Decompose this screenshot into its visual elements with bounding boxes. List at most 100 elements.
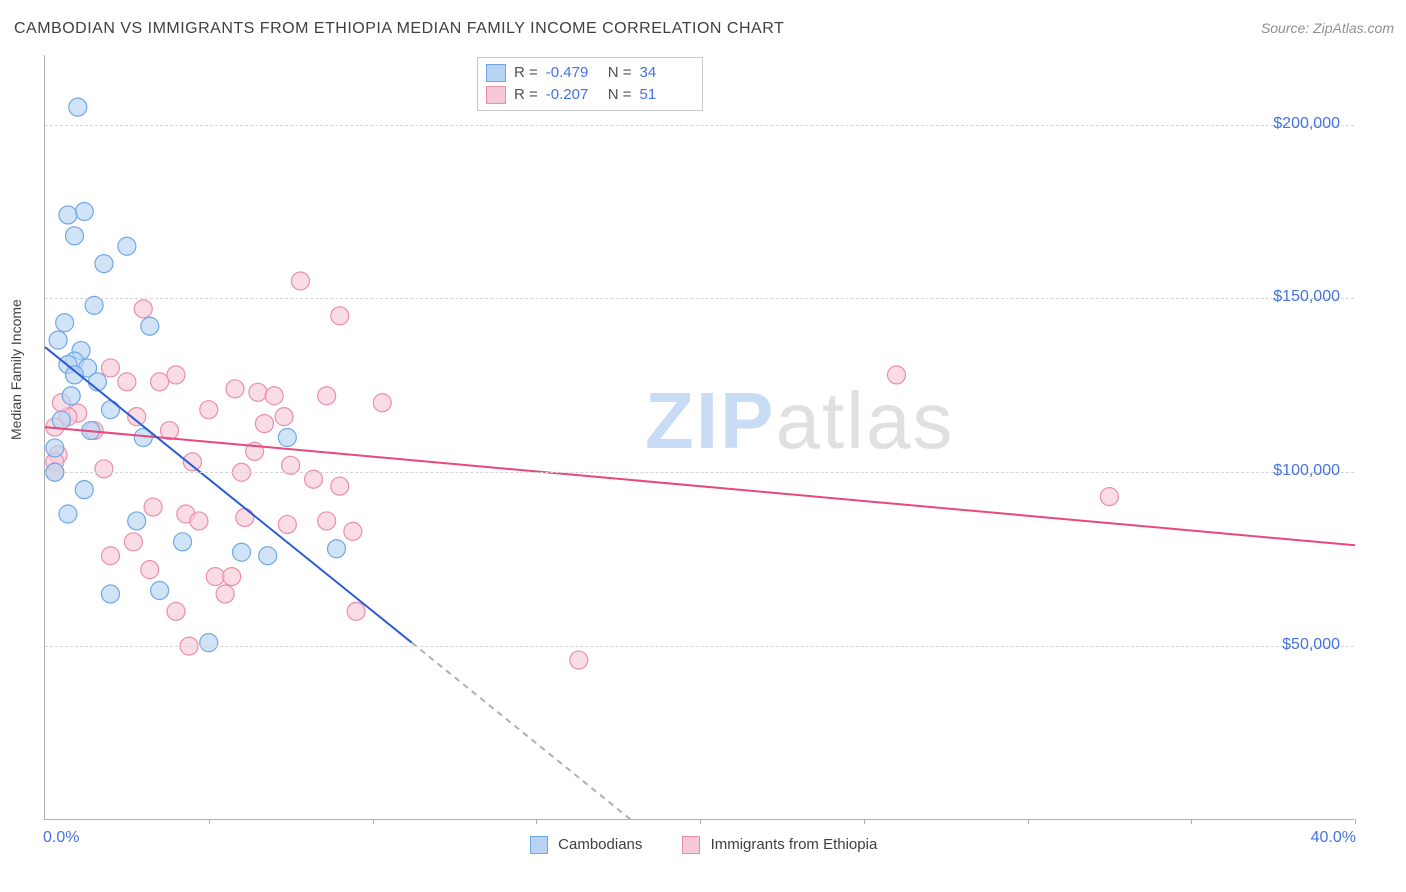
x-tick bbox=[700, 819, 701, 824]
scatter-point bbox=[46, 439, 64, 457]
regression-line bbox=[45, 427, 1355, 545]
legend-swatch-cambodian bbox=[530, 836, 548, 854]
scatter-point bbox=[570, 651, 588, 669]
scatter-point bbox=[102, 585, 120, 603]
gridline bbox=[45, 472, 1354, 473]
scatter-point bbox=[226, 380, 244, 398]
x-tick bbox=[864, 819, 865, 824]
scatter-point bbox=[65, 227, 83, 245]
y-axis-label: Median Family Income bbox=[8, 299, 24, 440]
plot-area: ZIPatlas R = -0.479 N = 34 R = -0.207 N … bbox=[44, 55, 1354, 820]
legend-row-cambodian: R = -0.479 N = 34 bbox=[486, 62, 694, 84]
scatter-point bbox=[75, 481, 93, 499]
scatter-point bbox=[56, 314, 74, 332]
y-tick-label: $200,000 bbox=[1273, 115, 1340, 133]
scatter-point bbox=[174, 533, 192, 551]
chart-svg bbox=[45, 55, 1354, 819]
x-tick bbox=[209, 819, 210, 824]
scatter-point bbox=[134, 300, 152, 318]
x-start-label: 0.0% bbox=[43, 829, 79, 847]
legend-r-label: R = bbox=[514, 62, 538, 84]
gridline bbox=[45, 646, 1354, 647]
scatter-point bbox=[275, 408, 293, 426]
scatter-point bbox=[128, 512, 146, 530]
scatter-point bbox=[291, 272, 309, 290]
scatter-point bbox=[278, 429, 296, 447]
scatter-point bbox=[223, 568, 241, 586]
scatter-point bbox=[124, 533, 142, 551]
x-tick bbox=[1355, 819, 1356, 824]
scatter-point bbox=[141, 561, 159, 579]
legend-item-cambodian: Cambodians bbox=[530, 836, 642, 854]
x-tick bbox=[1191, 819, 1192, 824]
scatter-point bbox=[255, 415, 273, 433]
scatter-point bbox=[151, 373, 169, 391]
source-label: Source: ZipAtlas.com bbox=[1261, 20, 1394, 36]
scatter-point bbox=[102, 547, 120, 565]
scatter-point bbox=[95, 255, 113, 273]
scatter-point bbox=[888, 366, 906, 384]
legend-n-label: N = bbox=[608, 62, 632, 84]
scatter-point bbox=[200, 634, 218, 652]
scatter-point bbox=[167, 366, 185, 384]
legend-correlation: R = -0.479 N = 34 R = -0.207 N = 51 bbox=[477, 57, 703, 111]
x-tick bbox=[536, 819, 537, 824]
scatter-point bbox=[190, 512, 208, 530]
scatter-point bbox=[318, 512, 336, 530]
scatter-point bbox=[233, 543, 251, 561]
scatter-point bbox=[331, 307, 349, 325]
legend-sample-ethiopian bbox=[486, 86, 506, 104]
scatter-point bbox=[327, 540, 345, 558]
legend-n-label: N = bbox=[608, 84, 632, 106]
legend-n-ethiopian: 51 bbox=[640, 84, 694, 106]
gridline bbox=[45, 298, 1354, 299]
scatter-point bbox=[59, 206, 77, 224]
legend-r-ethiopian: -0.207 bbox=[546, 84, 600, 106]
legend-r-cambodian: -0.479 bbox=[546, 62, 600, 84]
scatter-point bbox=[344, 522, 362, 540]
legend-sample-cambodian bbox=[486, 64, 506, 82]
x-tick bbox=[373, 819, 374, 824]
scatter-point bbox=[75, 202, 93, 220]
legend-label-cambodian: Cambodians bbox=[558, 836, 642, 853]
scatter-point bbox=[118, 373, 136, 391]
scatter-point bbox=[167, 602, 185, 620]
scatter-point bbox=[102, 359, 120, 377]
scatter-point bbox=[151, 582, 169, 600]
legend-series: Cambodians Immigrants from Ethiopia bbox=[530, 836, 877, 854]
gridline bbox=[45, 125, 1354, 126]
scatter-point bbox=[118, 237, 136, 255]
legend-r-label: R = bbox=[514, 84, 538, 106]
legend-swatch-ethiopian bbox=[682, 836, 700, 854]
scatter-point bbox=[1100, 488, 1118, 506]
y-tick-label: $150,000 bbox=[1273, 288, 1340, 306]
scatter-point bbox=[62, 387, 80, 405]
x-tick bbox=[1028, 819, 1029, 824]
scatter-point bbox=[347, 602, 365, 620]
scatter-point bbox=[69, 98, 87, 116]
scatter-point bbox=[95, 460, 113, 478]
scatter-point bbox=[249, 383, 267, 401]
scatter-point bbox=[331, 477, 349, 495]
legend-item-ethiopian: Immigrants from Ethiopia bbox=[682, 836, 877, 854]
legend-row-ethiopian: R = -0.207 N = 51 bbox=[486, 84, 694, 106]
scatter-point bbox=[216, 585, 234, 603]
scatter-point bbox=[52, 411, 70, 429]
scatter-point bbox=[206, 568, 224, 586]
scatter-point bbox=[236, 508, 254, 526]
scatter-point bbox=[59, 505, 77, 523]
scatter-point bbox=[144, 498, 162, 516]
y-tick-label: $50,000 bbox=[1282, 636, 1340, 654]
legend-n-cambodian: 34 bbox=[640, 62, 694, 84]
legend-label-ethiopian: Immigrants from Ethiopia bbox=[711, 836, 878, 853]
scatter-point bbox=[373, 394, 391, 412]
scatter-point bbox=[141, 317, 159, 335]
regression-line bbox=[412, 643, 631, 820]
scatter-point bbox=[49, 331, 67, 349]
scatter-point bbox=[102, 401, 120, 419]
x-end-label: 40.0% bbox=[1311, 829, 1356, 847]
scatter-point bbox=[318, 387, 336, 405]
scatter-point bbox=[259, 547, 277, 565]
chart-title: CAMBODIAN VS IMMIGRANTS FROM ETHIOPIA ME… bbox=[14, 20, 784, 38]
scatter-point bbox=[200, 401, 218, 419]
